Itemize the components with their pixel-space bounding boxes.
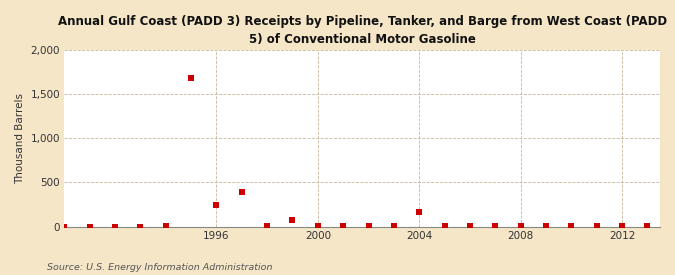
Title: Annual Gulf Coast (PADD 3) Receipts by Pipeline, Tanker, and Barge from West Coa: Annual Gulf Coast (PADD 3) Receipts by P…	[57, 15, 667, 46]
Point	[161, 224, 171, 229]
Point	[388, 224, 399, 229]
Point	[490, 224, 501, 229]
Point	[211, 203, 222, 208]
Point	[109, 224, 120, 229]
Point	[338, 224, 348, 229]
Point	[616, 224, 627, 229]
Point	[642, 224, 653, 229]
Point	[313, 224, 323, 229]
Point	[59, 224, 70, 229]
Point	[439, 224, 450, 229]
Point	[287, 218, 298, 222]
Point	[515, 224, 526, 229]
Point	[591, 224, 602, 229]
Text: Source: U.S. Energy Information Administration: Source: U.S. Energy Information Administ…	[47, 263, 273, 272]
Point	[464, 224, 475, 229]
Point	[363, 224, 374, 229]
Point	[414, 210, 425, 215]
Point	[541, 224, 551, 229]
Point	[186, 76, 196, 80]
Point	[566, 224, 576, 229]
Point	[236, 190, 247, 194]
Y-axis label: Thousand Barrels: Thousand Barrels	[15, 93, 25, 184]
Point	[84, 224, 95, 229]
Point	[262, 224, 273, 229]
Point	[135, 224, 146, 229]
